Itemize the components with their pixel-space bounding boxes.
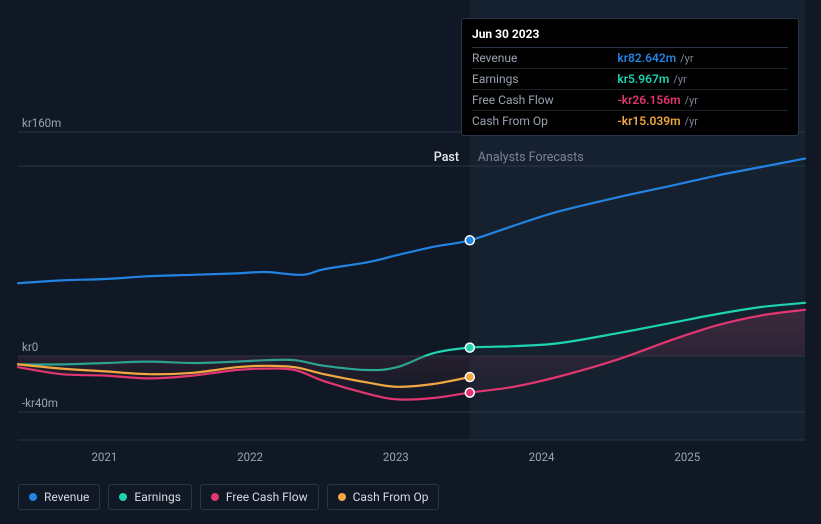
- tooltip-row-label: Revenue: [472, 48, 617, 69]
- y-axis-label: kr160m: [22, 116, 61, 130]
- marker-fcf: [465, 388, 474, 397]
- legend-dot-icon: [119, 493, 127, 501]
- section-label-past: Past: [434, 150, 459, 165]
- y-axis-label: kr0: [22, 340, 38, 354]
- x-axis-label: 2024: [529, 450, 555, 464]
- legend-item-label: Revenue: [44, 490, 89, 504]
- y-axis-label: -kr40m: [22, 396, 58, 410]
- chart-legend: Revenue Earnings Free Cash Flow Cash From O…: [18, 484, 439, 510]
- legend-item-label: Cash From Op: [353, 490, 429, 504]
- x-axis-label: 2022: [237, 450, 263, 464]
- chart-tooltip: Jun 30 2023 Revenuekr82.642m/yrEarningsk…: [461, 18, 799, 136]
- legend-item-label: Earnings: [134, 490, 181, 504]
- legend-dot-icon: [338, 493, 346, 501]
- tooltip-row-label: Free Cash Flow: [472, 90, 617, 111]
- legend-dot-icon: [211, 493, 219, 501]
- tooltip-row-value: kr5.967m/yr: [617, 69, 788, 90]
- legend-item-cfo[interactable]: Cash From Op: [327, 484, 440, 510]
- marker-revenue: [465, 236, 474, 245]
- marker-earnings: [465, 343, 474, 352]
- tooltip-table: Revenuekr82.642m/yrEarningskr5.967m/yrFr…: [472, 48, 788, 131]
- tooltip-row: Cash From Op-kr15.039m/yr: [472, 111, 788, 132]
- marker-cfo: [465, 373, 474, 382]
- section-label-forecast: Analysts Forecasts: [478, 150, 584, 165]
- x-axis-label: 2021: [91, 450, 117, 464]
- tooltip-row-value: -kr15.039m/yr: [617, 111, 788, 132]
- tooltip-title: Jun 30 2023: [472, 25, 788, 48]
- tooltip-row-value: -kr26.156m/yr: [617, 90, 788, 111]
- legend-item-earnings[interactable]: Earnings: [108, 484, 192, 510]
- legend-item-label: Free Cash Flow: [226, 490, 308, 504]
- tooltip-row-value: kr82.642m/yr: [617, 48, 788, 69]
- tooltip-row: Free Cash Flow-kr26.156m/yr: [472, 90, 788, 111]
- tooltip-row-label: Cash From Op: [472, 111, 617, 132]
- legend-item-revenue[interactable]: Revenue: [18, 484, 100, 510]
- legend-item-fcf[interactable]: Free Cash Flow: [200, 484, 319, 510]
- earnings-forecast-chart: kr160m kr0 -kr40m 2021 2022 2023 2024 2025 Pas…: [0, 0, 821, 524]
- legend-dot-icon: [29, 493, 37, 501]
- tooltip-row-label: Earnings: [472, 69, 617, 90]
- x-axis-label: 2025: [674, 450, 700, 464]
- tooltip-row: Earningskr5.967m/yr: [472, 69, 788, 90]
- tooltip-row: Revenuekr82.642m/yr: [472, 48, 788, 69]
- x-axis-label: 2023: [383, 450, 409, 464]
